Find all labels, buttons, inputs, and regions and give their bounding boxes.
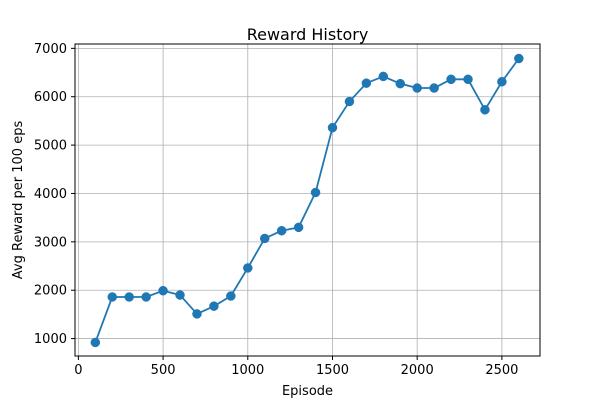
chart-title: Reward History: [247, 25, 369, 44]
data-point: [209, 301, 219, 311]
y-tick-label: 6000: [34, 90, 67, 105]
x-tick-label: 1000: [231, 363, 264, 378]
x-tick-label: 2500: [485, 363, 518, 378]
data-point: [175, 290, 185, 300]
y-tick-label: 2000: [34, 284, 67, 299]
data-point: [344, 96, 355, 107]
data-point: [259, 233, 270, 244]
data-point: [276, 225, 287, 236]
plot-frame: [74, 43, 541, 357]
data-point: [107, 292, 118, 302]
ticks-layer: 0 500 1000 1500 2000 2500 1000 2000 3000 4000 5000…: [34, 42, 519, 378]
data-point: [310, 187, 321, 198]
data-point: [463, 74, 473, 85]
x-tick-label: 500: [151, 363, 176, 378]
data-point: [243, 263, 253, 273]
data-point: [158, 285, 168, 296]
data-point: [141, 292, 151, 302]
y-tick-label: 3000: [34, 235, 67, 250]
y-axis-label: Avg Reward per 100 eps: [11, 121, 26, 280]
x-axis-label: Episode: [282, 384, 333, 399]
data-point: [293, 222, 304, 233]
data-point: [378, 71, 389, 82]
x-tick-label: 0: [74, 363, 82, 378]
x-tick-label: 1500: [316, 363, 349, 378]
data-point: [480, 105, 490, 115]
data-point: [497, 76, 507, 87]
data-point: [361, 78, 372, 88]
y-tick-label: 7000: [34, 42, 67, 57]
data-point: [124, 292, 134, 302]
y-tick-label: 4000: [34, 187, 67, 202]
data-point: [446, 74, 456, 85]
x-tick-label: 2000: [401, 363, 434, 378]
data-point: [395, 78, 405, 89]
data-point: [327, 122, 338, 133]
data-point: [514, 53, 524, 64]
data-point: [90, 337, 101, 348]
y-tick-label: 1000: [34, 332, 67, 347]
series-layer: [90, 53, 524, 348]
grid-layer: [75, 44, 540, 356]
data-point: [429, 83, 439, 93]
data-point: [226, 291, 236, 301]
y-tick-label: 5000: [34, 139, 67, 154]
data-point: [412, 83, 422, 93]
data-point: [192, 309, 202, 319]
